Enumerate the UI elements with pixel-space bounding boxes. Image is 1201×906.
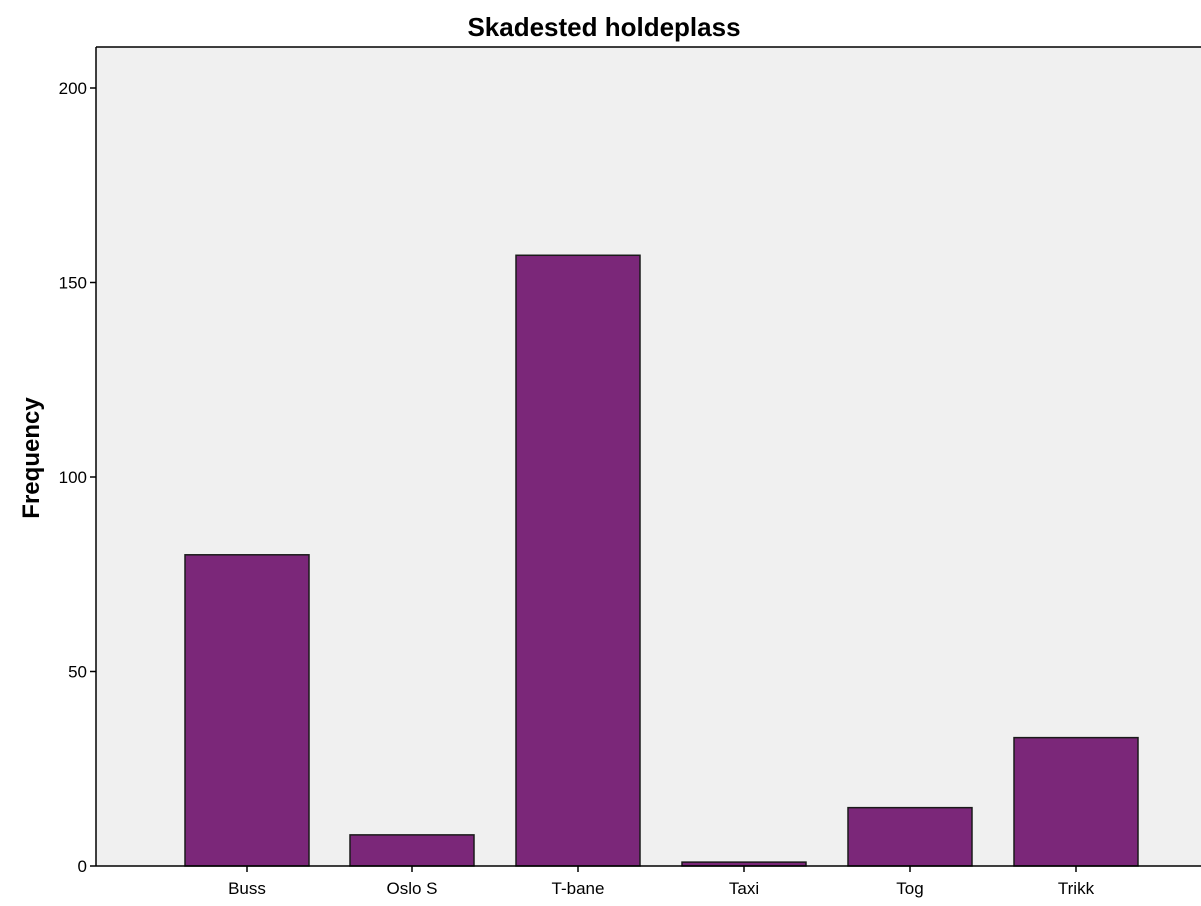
y-tick-label: 200 <box>59 79 87 98</box>
x-tick-label: Oslo S <box>386 879 437 898</box>
bar-t-bane <box>515 254 641 867</box>
y-axis-label: Frequency <box>18 397 45 519</box>
y-ticks-group: 0 50 100 150 200 <box>59 79 96 876</box>
bar-tog <box>847 806 973 867</box>
x-tick-label: Trikk <box>1058 879 1095 898</box>
bars-group <box>184 254 1139 867</box>
y-tick-label: 50 <box>68 663 87 682</box>
x-tick-label: Buss <box>228 879 266 898</box>
y-tick-label: 0 <box>78 857 87 876</box>
chart-title: Skadested holdeplass <box>467 12 740 42</box>
bar-buss <box>184 554 310 867</box>
axes-group <box>95 46 1201 867</box>
y-tick-label: 100 <box>59 468 87 487</box>
x-tick-label: T-bane <box>552 879 605 898</box>
y-tick-label: 150 <box>59 274 87 293</box>
x-ticks-group: Buss Oslo S T-bane Taxi Tog Trikk <box>228 866 1095 898</box>
bar-oslo-s <box>349 834 475 867</box>
x-tick-label: Taxi <box>729 879 759 898</box>
x-tick-label: Tog <box>896 879 923 898</box>
bar-trikk <box>1013 736 1139 867</box>
